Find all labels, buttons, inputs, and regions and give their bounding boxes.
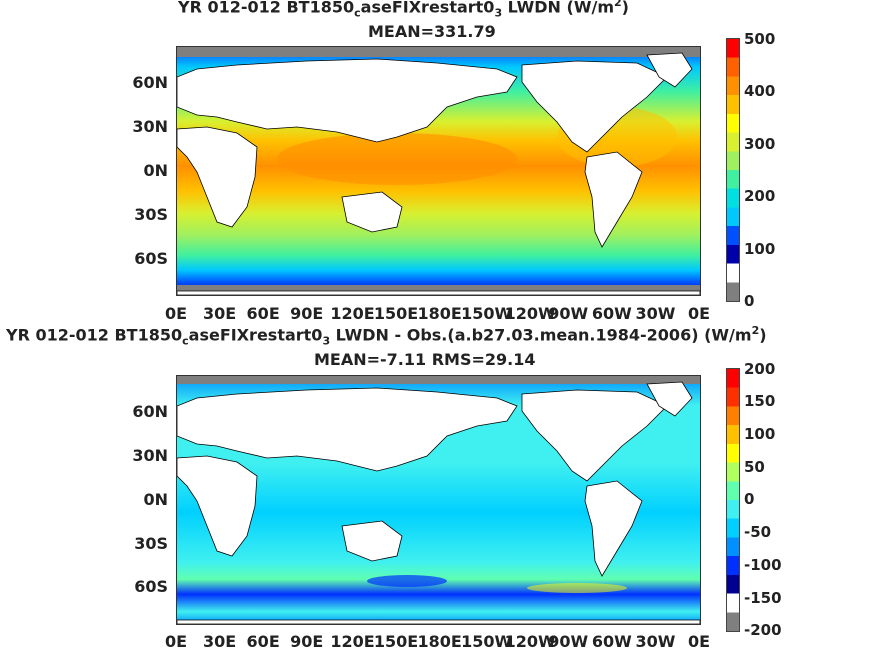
panel1-cbar-100: 100 — [744, 240, 776, 258]
panel1-lon-tick: 90W — [548, 304, 589, 323]
panel1-lon-tick: 0E — [687, 304, 711, 323]
panel2-so-band-2 — [527, 583, 627, 593]
panel2-map-svg — [177, 376, 700, 624]
panel1-title: YR 012-012 BT1850caseFIXrestart03 LWDN (… — [178, 0, 629, 23]
panel2-lon-tick: 120W — [504, 632, 556, 651]
panel2-colorbar — [726, 368, 740, 632]
panel2-lon-tick: 150E — [373, 632, 419, 651]
panel2-lat-60s: 60S — [134, 577, 168, 596]
panel2-lon-tick: 30W — [635, 632, 676, 651]
panel2-cbar-50: 50 — [744, 458, 765, 476]
panel1-lon-tick: 120E — [330, 304, 375, 323]
panel1-lat-0n: 0N — [143, 161, 168, 180]
panel1-title-prefix: YR 012-012 BT1850 — [178, 0, 355, 17]
panel1-lon-tick: 0E — [164, 304, 188, 323]
panel1-lat-60s: 60S — [134, 249, 168, 268]
panel2-lat-30n: 30N — [132, 446, 168, 465]
panel1-lat-30n: 30N — [132, 117, 168, 136]
panel2-cbar-100: 100 — [744, 425, 776, 443]
panel2-title-mid: aseFIXrestart0 — [188, 325, 323, 345]
panel1-antarctic-ice — [177, 285, 700, 295]
panel2-map — [176, 375, 701, 625]
panel1-lon-tick: 60W — [591, 304, 632, 323]
panel2-cbar-m200: -200 — [744, 621, 782, 639]
panel2-title-sub2: 3 — [322, 334, 331, 348]
panel2-lon-tick: 90W — [548, 632, 589, 651]
panel2-lat-0n: 0N — [143, 490, 168, 509]
panel1-lon-tick: 180E — [417, 304, 462, 323]
panel1-cbar-0: 0 — [744, 292, 755, 310]
panel1-arctic-ice — [177, 47, 700, 57]
panel2-lon-tick: 150W — [461, 632, 513, 651]
panel1-lon-tick: 150E — [373, 304, 419, 323]
panel1-lon-tick: 120W — [504, 304, 556, 323]
panel2-cbar-200: 200 — [744, 360, 776, 378]
panel1-lat-30s: 30S — [134, 205, 168, 224]
panel1-colorbar-fill — [727, 39, 739, 301]
panel2-lon-tick: 180E — [417, 632, 462, 651]
panel2-lon-tick: 90E — [290, 632, 324, 651]
panel2-cbar-m50: -50 — [744, 523, 772, 541]
panel2-title-sup: 2 — [751, 324, 760, 337]
panel2-cbar-150: 150 — [744, 392, 776, 410]
panel2-arctic-ice — [177, 376, 700, 384]
panel2-so-band-1 — [367, 575, 447, 587]
panel2-title-prefix: YR 012-012 BT1850 — [6, 325, 183, 345]
panel1-lat-60n: 60N — [132, 73, 168, 92]
panel1-cbar-400: 400 — [744, 82, 776, 100]
panel1-cbar-300: 300 — [744, 135, 776, 153]
panel2-lon-tick: 60W — [591, 632, 632, 651]
panel2-cbar-m150: -150 — [744, 589, 782, 607]
panel2-lon-tick: 120E — [330, 632, 375, 651]
panel1-continents — [177, 52, 700, 295]
panel2-lon-tick: 30E — [202, 632, 237, 651]
panel2-title: YR 012-012 BT1850caseFIXrestart03 LWDN -… — [6, 322, 767, 351]
panel2-lon-tick: 0E — [687, 632, 711, 651]
panel1-lon-tick: 90E — [290, 304, 324, 323]
panel1-title-suffix: LWDN (W/m — [502, 0, 614, 17]
panel1-lon-tick: 30W — [635, 304, 676, 323]
panel1-lon-tick: 150W — [461, 304, 513, 323]
panel2-cbar-m100: -100 — [744, 556, 782, 574]
panel2-lon-tick: 60E — [246, 632, 280, 651]
panel1-title-mid: aseFIXrestart0 — [360, 0, 495, 17]
panel1-title-sub: c — [354, 6, 361, 20]
panel2-cbar-0: 0 — [744, 490, 755, 508]
panel1-warm-pool — [277, 133, 517, 185]
panel1-map-svg — [177, 47, 700, 295]
panel2-lon-tick: 0E — [164, 632, 188, 651]
panel2-subtitle: MEAN=-7.11 RMS=29.14 — [314, 350, 536, 369]
panel1-title-sub2: 3 — [494, 6, 503, 20]
panel1-lon-tick: 60E — [246, 304, 280, 323]
panel1-subtitle: MEAN=331.79 — [368, 22, 496, 41]
panel2-title-sub: c — [182, 334, 189, 348]
panel1-cbar-200: 200 — [744, 187, 776, 205]
panel2-lat-60n: 60N — [132, 402, 168, 421]
panel1-colorbar — [726, 38, 740, 302]
panel2-title-end: ) — [759, 325, 767, 345]
panel1-lon-tick: 30E — [202, 304, 237, 323]
panel1-title-sup: 2 — [613, 0, 622, 9]
panel2-title-suffix: LWDN - Obs.(a.b27.03.mean.1984-2006) (W/… — [330, 325, 752, 345]
panel2-colorbar-fill — [727, 369, 739, 631]
panel2-continents — [177, 381, 700, 624]
panel1-cbar-500: 500 — [744, 30, 776, 48]
panel1-map — [176, 46, 701, 296]
panel2-lat-30s: 30S — [134, 534, 168, 553]
panel1-title-end: ) — [621, 0, 629, 17]
